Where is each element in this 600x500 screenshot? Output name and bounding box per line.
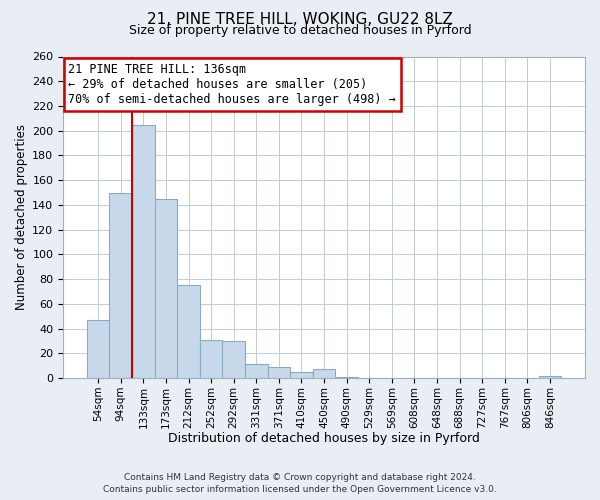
Text: Contains HM Land Registry data © Crown copyright and database right 2024.
Contai: Contains HM Land Registry data © Crown c… [103,472,497,494]
Text: 21 PINE TREE HILL: 136sqm
← 29% of detached houses are smaller (205)
70% of semi: 21 PINE TREE HILL: 136sqm ← 29% of detac… [68,63,396,106]
Bar [223,341,245,378]
Text: Size of property relative to detached houses in Pyrford: Size of property relative to detached ho… [128,24,472,37]
Bar [177,286,200,378]
Bar [290,372,313,378]
Bar [155,198,177,378]
Bar [109,192,132,378]
Text: 21, PINE TREE HILL, WOKING, GU22 8LZ: 21, PINE TREE HILL, WOKING, GU22 8LZ [147,12,453,26]
Bar [87,320,109,378]
X-axis label: Distribution of detached houses by size in Pyrford: Distribution of detached houses by size … [168,432,480,445]
Bar [200,340,223,378]
Y-axis label: Number of detached properties: Number of detached properties [15,124,28,310]
Bar [539,376,561,378]
Bar [268,367,290,378]
Bar [245,364,268,378]
Bar [132,124,155,378]
Bar [313,370,335,378]
Bar [335,377,358,378]
